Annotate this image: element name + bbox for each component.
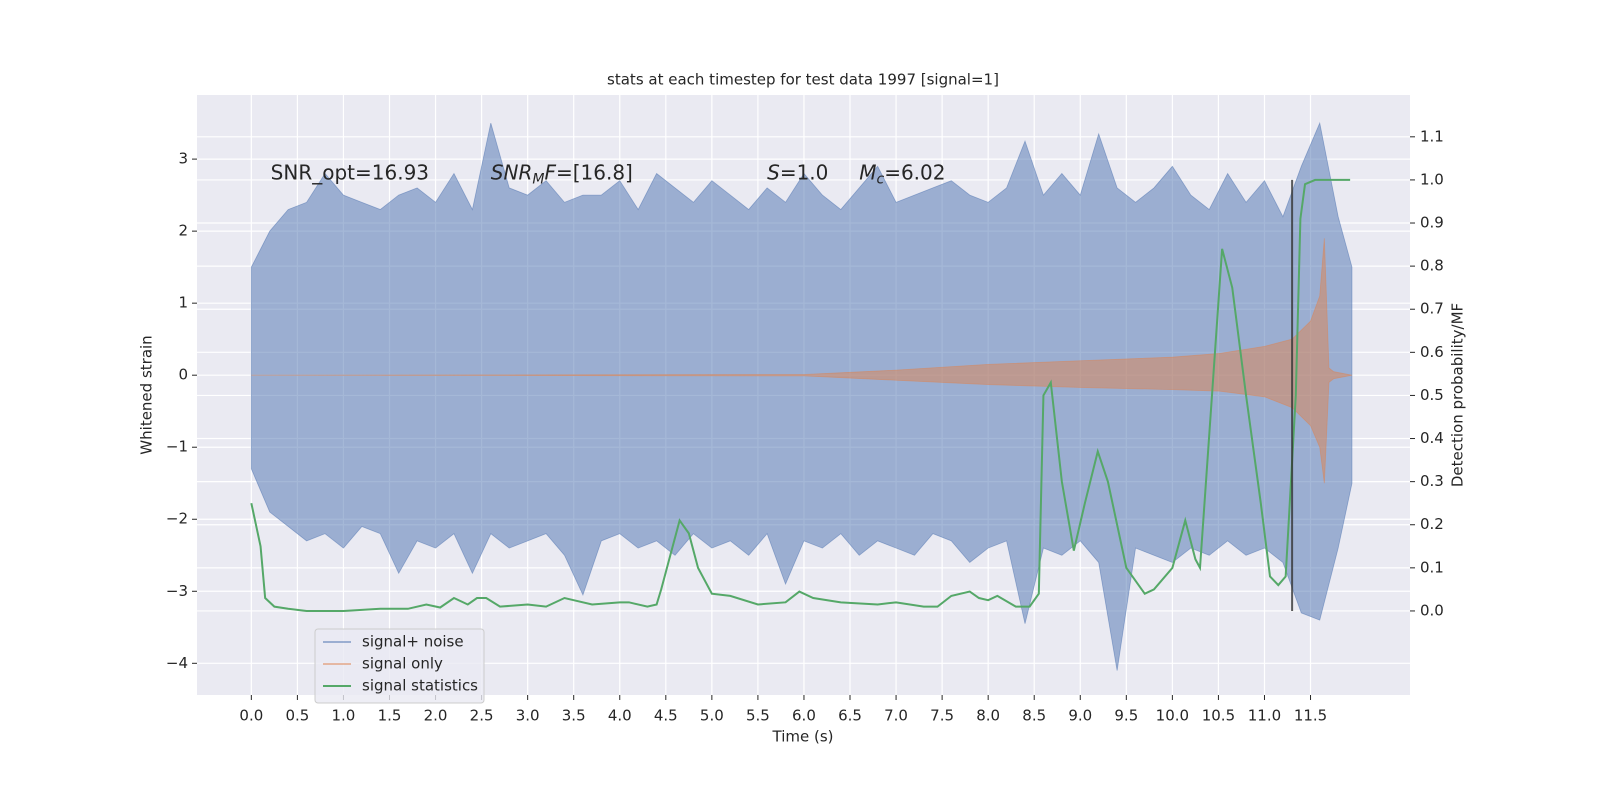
legend-label: signal only (362, 655, 443, 673)
x-tick-label: 4.0 (608, 707, 632, 725)
x-tick-label: 6.0 (792, 707, 816, 725)
x-tick-label: 0.5 (285, 707, 309, 725)
annotation-part: =6.02 (884, 160, 945, 184)
y2-axis-label: Detection probability/MF (1449, 303, 1467, 487)
x-tick-label: 5.0 (700, 707, 724, 725)
annotation-part: =[16.8] (556, 160, 633, 184)
annotation-part: M (532, 172, 544, 188)
y-tick-label: 3 (178, 150, 188, 168)
x-tick-label: 8.5 (1022, 707, 1046, 725)
y2-tick-label: 0.6 (1420, 343, 1444, 361)
annotation: Mc=6.02 (859, 160, 945, 188)
y2-tick-label: 0.5 (1420, 386, 1444, 404)
chart-title: stats at each timestep for test data 199… (607, 71, 999, 89)
annotation-part: SNR_opt=16.93 (271, 160, 429, 184)
y-tick-label: 0 (178, 366, 188, 384)
annotation-part: c (876, 172, 884, 188)
x-tick-label: 2.5 (470, 707, 494, 725)
x-tick-label: 5.5 (746, 707, 770, 725)
y2-tick-label: 0.3 (1420, 472, 1444, 490)
legend-label: signal+ noise (362, 633, 464, 651)
annotation-part: SNR (491, 160, 533, 184)
x-tick-label: 9.0 (1068, 707, 1092, 725)
y-axis-label: Whitened strain (138, 335, 156, 454)
y-tick-label: 2 (178, 222, 188, 240)
legend: signal+ noise signal only signal statistic… (314, 628, 485, 704)
y2-tick-label: 0.8 (1420, 257, 1444, 275)
x-tick-label: 11.5 (1294, 707, 1327, 725)
annotation: SNR_opt=16.93 (271, 160, 429, 184)
x-tick-label: 11.0 (1248, 707, 1281, 725)
legend-box (314, 628, 485, 704)
legend-label: signal statistics (362, 677, 478, 695)
y-tick-label: −4 (166, 654, 188, 672)
x-axis-label: Time (s) (772, 728, 834, 746)
y2-tick-label: 1.1 (1420, 127, 1444, 145)
x-tick-label: 10.5 (1202, 707, 1235, 725)
y-tick-label: 1 (178, 294, 188, 312)
band-area (251, 238, 1353, 484)
y2-tick-label: 0.0 (1420, 601, 1444, 619)
x-tick-label: 8.0 (976, 707, 1000, 725)
x-tick-label: 7.0 (884, 707, 908, 725)
x-tick-label: 1.5 (378, 707, 402, 725)
y2-tick-label: 0.9 (1420, 214, 1444, 232)
x-tick-label: 1.0 (332, 707, 356, 725)
annotation-part: F (544, 160, 556, 184)
x-tick-label: 9.5 (1114, 707, 1138, 725)
y2-tick-label: 0.1 (1420, 558, 1444, 576)
x-tick-label: 6.5 (838, 707, 862, 725)
y2-tick-label: 0.4 (1420, 429, 1444, 447)
x-tick-label: 10.0 (1156, 707, 1189, 725)
x-tick-label: 7.5 (930, 707, 954, 725)
y2-tick-label: 0.2 (1420, 515, 1444, 533)
y-tick-label: −1 (166, 438, 188, 456)
annotation-part: M (859, 160, 876, 184)
line (250, 178, 1351, 612)
x-tick-label: 3.5 (562, 707, 586, 725)
annotation-part: =1.0 (780, 160, 829, 184)
x-tick-label: 2.0 (424, 707, 448, 725)
y-tick-label: −2 (166, 510, 188, 528)
annotation: S=1.0 (767, 160, 828, 184)
y2-tick-label: 1.0 (1420, 170, 1444, 188)
x-tick-label: 0.0 (239, 707, 263, 725)
x-tick-label: 3.0 (516, 707, 540, 725)
y2-tick-label: 0.7 (1420, 300, 1444, 318)
y-tick-label: −3 (166, 582, 188, 600)
annotation: SNRMF=[16.8] (491, 160, 633, 188)
annotation-part: S (767, 160, 780, 184)
x-tick-label: 4.5 (654, 707, 678, 725)
